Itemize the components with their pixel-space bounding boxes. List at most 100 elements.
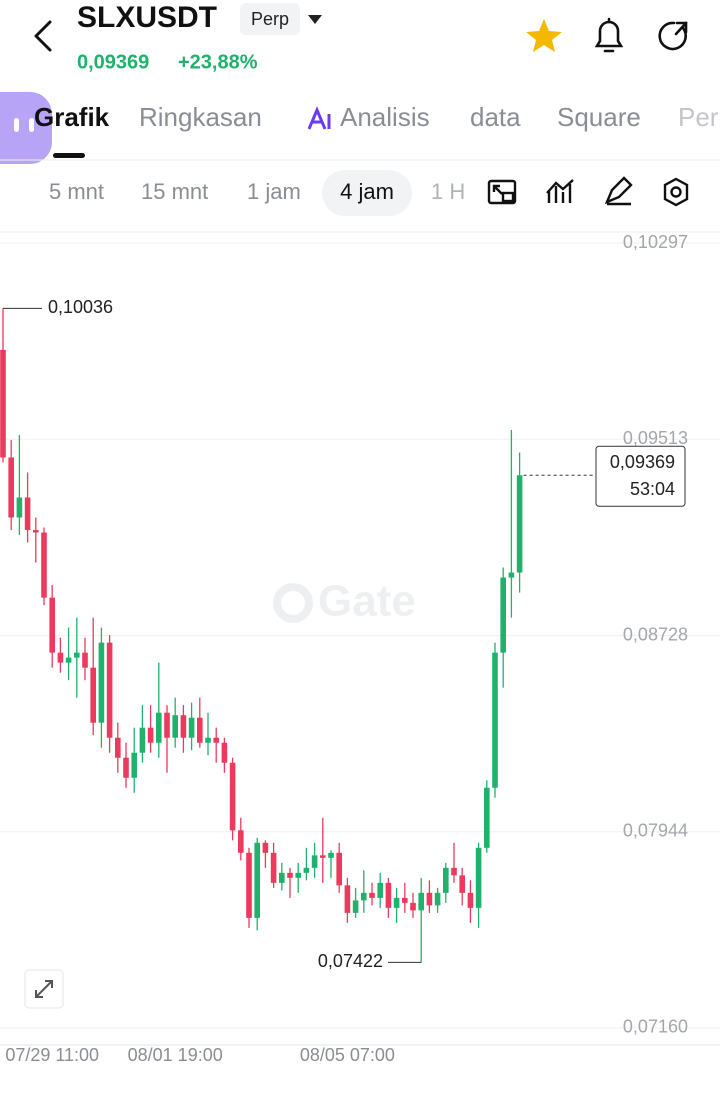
candle-body xyxy=(410,902,416,911)
candle-body xyxy=(500,577,506,653)
candle-body xyxy=(385,882,392,908)
timeframe-selected[interactable]: 4 jam xyxy=(340,179,394,204)
watermark-logo xyxy=(273,583,313,623)
candle-body xyxy=(418,892,424,911)
y-tick-label: 0,10297 xyxy=(623,232,688,252)
bubble-eye xyxy=(14,118,19,132)
price-change: +23,88% xyxy=(178,51,258,73)
candle-body xyxy=(451,867,457,876)
candle-body xyxy=(426,892,433,906)
candle-body xyxy=(361,892,367,901)
candle-body xyxy=(328,852,334,858)
candle-body xyxy=(229,762,236,831)
tab[interactable]: data xyxy=(470,102,521,132)
favorite-star[interactable] xyxy=(526,19,562,52)
candle-body xyxy=(344,885,351,913)
y-tick-label: 0,08728 xyxy=(623,624,688,644)
candle-body xyxy=(123,757,129,778)
timeframe[interactable]: 1 H xyxy=(431,179,465,204)
candle-body xyxy=(238,830,244,853)
candle-body xyxy=(287,872,293,878)
candle-body xyxy=(270,852,277,883)
candle-body xyxy=(131,752,137,778)
candle-body xyxy=(90,667,96,723)
tab[interactable]: Analisis xyxy=(340,102,430,132)
countdown: 53:04 xyxy=(630,479,675,499)
candle-body xyxy=(475,847,482,908)
alert-bell[interactable] xyxy=(594,17,624,53)
candle-body xyxy=(508,572,515,578)
candle-body xyxy=(352,900,359,913)
candle-body xyxy=(484,787,490,848)
candle-body xyxy=(65,657,72,663)
tab[interactable]: Per xyxy=(678,102,719,132)
share-icon[interactable] xyxy=(658,21,688,51)
candle-body xyxy=(156,712,162,743)
candle-body xyxy=(295,872,301,878)
candle-body xyxy=(279,872,285,883)
candle-body xyxy=(8,457,14,518)
chart: Gate 0,10297 0,09513 0,08728 0,07944 0,07160 0… xyxy=(0,232,720,1065)
timeframe[interactable]: 15 mnt xyxy=(141,179,208,204)
candle-body xyxy=(180,715,187,738)
watermark: Gate xyxy=(318,577,416,626)
candle-body xyxy=(74,652,80,658)
candle-body xyxy=(311,855,318,868)
tab[interactable]: Ringkasan xyxy=(139,102,262,132)
candle-body xyxy=(377,882,383,898)
tab[interactable]: Square xyxy=(557,102,641,132)
candle-body xyxy=(369,892,375,898)
candle-body xyxy=(16,497,23,518)
timeframe[interactable]: 5 mnt xyxy=(49,179,104,204)
candle-body xyxy=(82,652,88,668)
candle-body xyxy=(467,892,474,908)
candle-body xyxy=(164,712,170,738)
ai-icon xyxy=(307,106,331,130)
toolbar-icons[interactable] xyxy=(487,176,689,207)
candle-body xyxy=(336,852,342,886)
x-tick-label: 08/05 07:00 xyxy=(300,1045,395,1065)
back-button[interactable] xyxy=(34,20,52,52)
bubble-eye xyxy=(29,118,34,132)
fullscreen-icon xyxy=(35,980,53,998)
candle-body xyxy=(393,897,400,908)
candle-body xyxy=(139,727,146,753)
candle-body xyxy=(57,652,64,663)
candle-body xyxy=(24,497,31,531)
timeframe-selected-bg xyxy=(322,170,412,216)
badge-bg xyxy=(240,3,300,35)
last-price: 0,09369 xyxy=(77,51,149,73)
y-tick-label: 0,07160 xyxy=(623,1017,688,1037)
tab-active[interactable]: Grafik xyxy=(34,102,110,132)
candle-body xyxy=(205,737,211,743)
dropdown-icon[interactable] xyxy=(308,15,322,24)
candle-body xyxy=(98,642,105,723)
symbol-title: SLXUSDT xyxy=(77,1,217,34)
y-tick-label: 0,07944 xyxy=(623,821,688,841)
perp-badge[interactable]: Perp xyxy=(251,9,289,29)
candle-body xyxy=(33,530,39,533)
candle-body xyxy=(303,867,310,873)
y-tick-label: 0,09513 xyxy=(623,428,688,448)
timeframe[interactable]: 1 jam xyxy=(247,179,301,204)
candle-body xyxy=(262,842,269,853)
candle-body xyxy=(49,597,55,653)
candle-body xyxy=(516,475,523,573)
candle-body xyxy=(197,717,203,743)
candle-body xyxy=(172,715,178,738)
candle-body xyxy=(443,867,449,893)
candle-body xyxy=(246,852,252,918)
assistant-bubble[interactable] xyxy=(0,92,52,164)
candle-body xyxy=(0,349,6,458)
candle-body xyxy=(106,642,113,738)
high-marker-label: 0,10036 xyxy=(48,297,113,317)
candle-body xyxy=(213,737,219,743)
candle-body xyxy=(254,842,260,918)
candle-body xyxy=(434,892,441,906)
candle-body xyxy=(188,717,195,738)
x-tick-label: 07/29 11:00 xyxy=(5,1045,99,1065)
candle-body xyxy=(41,532,47,598)
candle-body xyxy=(221,742,228,763)
